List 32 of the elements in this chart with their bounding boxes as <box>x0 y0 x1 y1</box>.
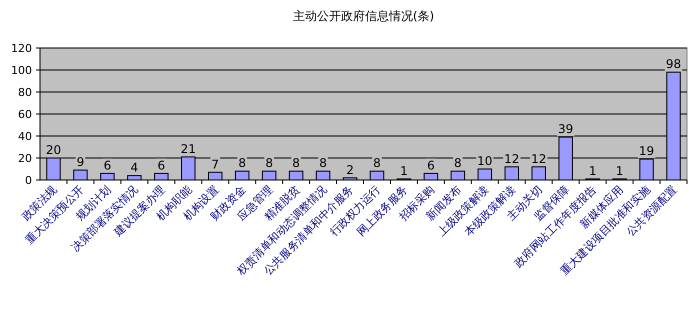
data-label: 21 <box>180 142 196 156</box>
data-label: 19 <box>638 144 654 158</box>
data-label: 8 <box>373 156 381 170</box>
data-label: 9 <box>76 155 84 170</box>
y-tick-label: 40 <box>18 130 32 143</box>
data-label: 7 <box>211 157 220 172</box>
y-tick-label: 0 <box>25 174 32 187</box>
data-label: 8 <box>238 156 246 170</box>
data-label: 98 <box>666 57 682 72</box>
data-label: 12 <box>504 152 520 166</box>
data-label: 1 <box>588 164 596 178</box>
data-label: 8 <box>319 156 327 170</box>
data-label: 20 <box>46 143 62 157</box>
chart-title: 主动公开政府信息情况(条) <box>292 9 434 23</box>
data-label: 8 <box>454 156 462 170</box>
data-label: 12 <box>531 152 546 166</box>
data-label: 6 <box>104 158 112 172</box>
y-tick-label: 20 <box>18 152 32 165</box>
y-tick-label: 100 <box>11 64 32 77</box>
data-label: 2 <box>346 162 354 177</box>
data-label: 1 <box>616 164 624 178</box>
y-tick-label: 80 <box>18 86 32 99</box>
data-label: 4 <box>130 160 138 175</box>
y-tick-label: 60 <box>18 108 32 121</box>
data-label: 8 <box>292 156 300 170</box>
data-label: 6 <box>157 158 166 172</box>
data-label: 1 <box>400 164 408 178</box>
data-label: 39 <box>558 122 574 136</box>
data-label: 10 <box>477 154 492 168</box>
y-tick-label: 120 <box>11 42 32 55</box>
data-label: 8 <box>265 156 273 170</box>
data-label: 6 <box>427 158 435 172</box>
